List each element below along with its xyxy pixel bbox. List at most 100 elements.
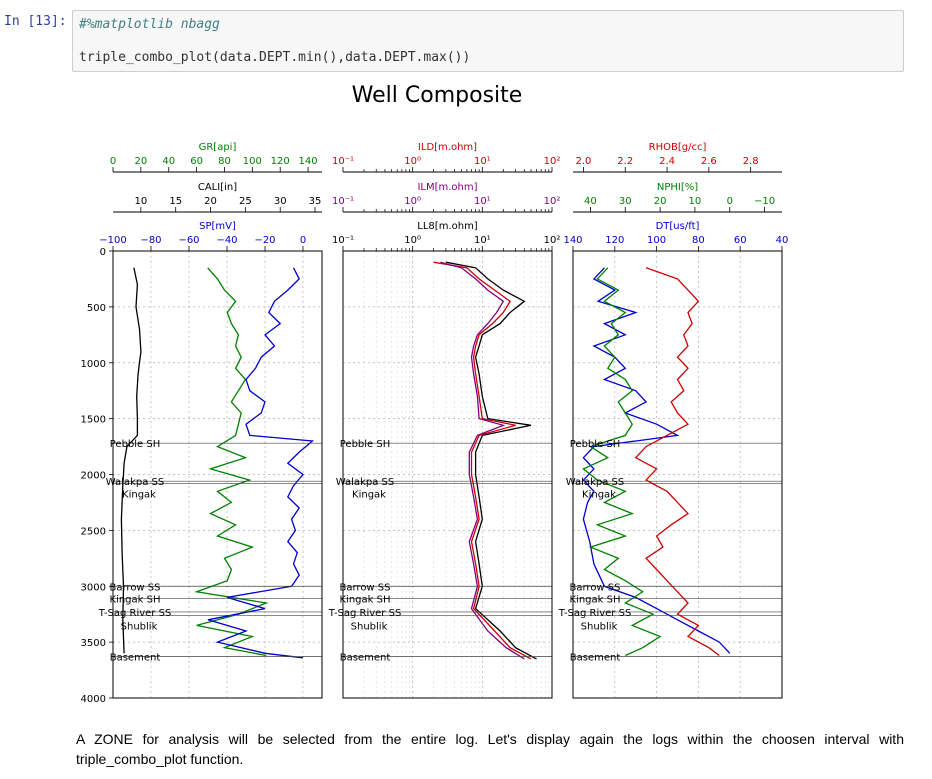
tick-label: 2.4 (659, 156, 675, 167)
tick-label: 10⁰ (404, 235, 421, 246)
tick-label: 140 (299, 156, 318, 167)
tick-label: 10² (544, 235, 561, 246)
tick-label: 120 (605, 235, 624, 246)
formation-top-label: Barrow SS (340, 582, 391, 593)
tick-label: 15 (169, 196, 182, 207)
formation-top-label: Basement (570, 653, 621, 664)
tick-label: −10 (754, 196, 775, 207)
formation-top-label: Shublik (351, 621, 388, 632)
axis-title: GR[api] (199, 142, 237, 153)
tick-label: 2.6 (701, 156, 717, 167)
tick-label: 10² (544, 156, 561, 167)
tick-label: 80 (218, 156, 231, 167)
formation-top-label: Shublik (581, 621, 618, 632)
tick-label: 30 (274, 196, 287, 207)
tick-label: 25 (239, 196, 252, 207)
tick-label: 120 (271, 156, 290, 167)
depth-tick-label: 2000 (81, 471, 106, 482)
formation-top-label: T-Sag River SS (328, 608, 402, 619)
formation-top-label: Basement (110, 653, 161, 664)
cell-output: Well Composite Pebble SH Walakpa SS Kingak… (72, 76, 904, 710)
tick-label: 10² (544, 196, 561, 207)
tick-label: 20 (204, 196, 217, 207)
tick-label: 100 (647, 235, 666, 246)
code-line[interactable]: triple_combo_plot(data.DEPT.min(),data.D… (79, 50, 471, 65)
formation-top-label: Kingak (352, 489, 386, 500)
tick-label: 30 (619, 196, 632, 207)
tick-label: 35 (309, 196, 322, 207)
formation-top-label: T-Sag River SS (558, 608, 632, 619)
curve-gr (194, 267, 269, 657)
formation-top-label: Pebble SH (110, 439, 161, 450)
tick-label: 140 (563, 235, 582, 246)
tick-label: 2.0 (575, 156, 591, 167)
depth-tick-label: 0 (100, 247, 106, 258)
tick-label: 2.8 (743, 156, 759, 167)
tick-label: 40 (776, 235, 789, 246)
axis-title: RHOB[g/cc] (649, 142, 707, 153)
tick-label: 40 (584, 196, 597, 207)
formation-top-label: Kingak SH (570, 595, 621, 606)
tick-label: 20 (654, 196, 667, 207)
formation-top-label: Kingak SH (340, 595, 391, 606)
depth-tick-label: 500 (87, 303, 106, 314)
tick-label: 10⁻¹ (332, 196, 354, 207)
depth-tick-label: 3000 (81, 582, 106, 593)
tick-label: 60 (734, 235, 747, 246)
tick-label: 20 (134, 156, 147, 167)
curve-rhob (634, 267, 720, 657)
depth-tick-label: 1000 (81, 359, 106, 370)
formation-top-label: Kingak (122, 489, 156, 500)
curve-ild (433, 261, 532, 660)
code-comment[interactable]: #%matplotlib nbagg (79, 17, 220, 32)
tick-label: 10 (134, 196, 147, 207)
formation-top-label: Kingak (582, 489, 616, 500)
formation-top-label: Walakpa SS (566, 477, 624, 488)
tick-label: 0 (727, 196, 733, 207)
tick-label: 10⁻¹ (332, 235, 354, 246)
axis-title: LL8[m.ohm] (417, 221, 478, 232)
formation-top-label: Basement (340, 653, 391, 664)
markdown-text: A ZONE for analysis will be selected fro… (76, 731, 904, 767)
formation-top-label: T-Sag River SS (98, 608, 172, 619)
axis-title: CALI[in] (198, 182, 237, 193)
axis-title: NPHI[%] (657, 182, 698, 193)
tick-label: 0 (110, 156, 116, 167)
tick-label: −20 (254, 235, 275, 246)
tick-label: 2.2 (617, 156, 633, 167)
curve-ll8 (445, 261, 537, 660)
tick-label: 10 (689, 196, 702, 207)
curve-cali (120, 267, 142, 654)
tick-label: 100 (243, 156, 262, 167)
formation-top-label: Pebble SH (570, 439, 621, 450)
formation-top-label: Walakpa SS (106, 477, 164, 488)
code-cell-input[interactable]: #%matplotlib nbagg triple_combo_plot(dat… (72, 10, 904, 72)
depth-tick-label: 3500 (81, 638, 106, 649)
depth-tick-label: 1500 (81, 415, 106, 426)
axis-title: DT[us/ft] (656, 221, 700, 232)
formation-top-label: Walakpa SS (336, 477, 394, 488)
track-3-panel (572, 167, 783, 699)
tick-label: 10⁰ (404, 156, 421, 167)
tick-label: 10¹ (474, 156, 491, 167)
track-2-panel (342, 167, 553, 699)
tick-label: 10¹ (474, 196, 491, 207)
formation-top-label: Barrow SS (110, 582, 161, 593)
formation-top-label: Barrow SS (570, 582, 621, 593)
tick-label: 10⁰ (404, 196, 421, 207)
tick-label: −40 (216, 235, 237, 246)
tick-label: 40 (162, 156, 175, 167)
curve-nphi (582, 267, 662, 657)
depth-tick-label: 4000 (81, 694, 106, 705)
chart-title: Well Composite (352, 83, 523, 108)
formation-top-label: Kingak SH (110, 595, 161, 606)
tick-label: 10¹ (474, 235, 491, 246)
curve-dt (582, 267, 731, 654)
curve-sp (207, 267, 315, 659)
formation-top-label: Shublik (121, 621, 158, 632)
formation-top-label: Pebble SH (340, 439, 391, 450)
tick-label: −100 (99, 235, 126, 246)
axis-title: ILM[m.ohm] (417, 182, 477, 193)
curve-ilm (440, 261, 525, 660)
